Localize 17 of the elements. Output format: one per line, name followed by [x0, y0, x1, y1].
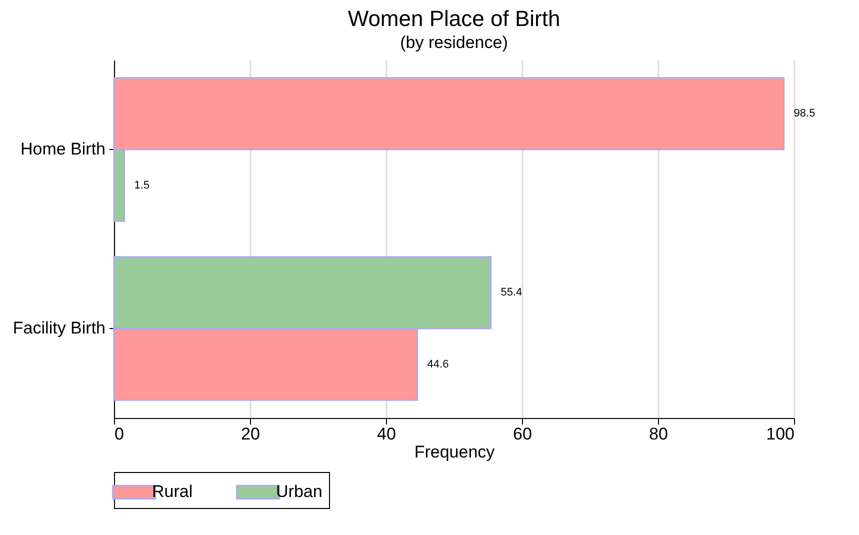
x-tick-label: 80 — [649, 424, 668, 444]
chart-title: Women Place of Birth — [348, 6, 560, 31]
x-tick-label: 60 — [513, 424, 532, 444]
x-axis-title: Frequency — [414, 442, 496, 462]
y-tick-label: Facility Birth — [12, 318, 106, 338]
x-tick-label: 40 — [377, 424, 396, 444]
x-tick-label: 100 — [766, 424, 794, 444]
x-tick-label: 0 — [114, 424, 124, 444]
data-label: 55.4 — [500, 286, 522, 299]
x-tick-label: 20 — [241, 424, 260, 444]
data-label: 44.6 — [427, 358, 449, 370]
y-tick-label: Home Birth — [20, 140, 106, 158]
data-label: 1.5 — [134, 179, 150, 192]
data-label: 98.5 — [794, 108, 816, 120]
legend-label: Urban — [276, 482, 322, 502]
legend-label: Rural — [152, 482, 193, 502]
chart-subtitle: (by residence) — [400, 33, 508, 52]
